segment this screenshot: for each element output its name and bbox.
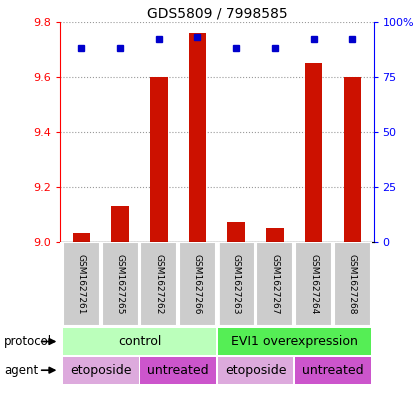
FancyBboxPatch shape bbox=[295, 242, 332, 326]
Text: protocol: protocol bbox=[4, 335, 52, 348]
Bar bbox=[189, 33, 206, 242]
FancyBboxPatch shape bbox=[140, 356, 216, 384]
FancyBboxPatch shape bbox=[217, 356, 293, 384]
FancyBboxPatch shape bbox=[334, 242, 371, 326]
Text: GSM1627267: GSM1627267 bbox=[270, 254, 279, 314]
Bar bbox=[305, 63, 322, 242]
Bar bbox=[112, 206, 129, 242]
FancyBboxPatch shape bbox=[295, 356, 371, 384]
Text: GSM1627263: GSM1627263 bbox=[232, 254, 241, 314]
FancyBboxPatch shape bbox=[60, 242, 370, 326]
Text: GSM1627268: GSM1627268 bbox=[348, 254, 357, 314]
Bar bbox=[344, 77, 361, 242]
Bar bbox=[150, 77, 168, 242]
Text: etoposide: etoposide bbox=[70, 364, 132, 377]
Text: agent: agent bbox=[4, 364, 39, 377]
Text: GSM1627266: GSM1627266 bbox=[193, 254, 202, 314]
Bar bbox=[227, 222, 245, 242]
FancyBboxPatch shape bbox=[63, 242, 100, 326]
FancyBboxPatch shape bbox=[179, 242, 216, 326]
FancyBboxPatch shape bbox=[217, 328, 371, 355]
FancyBboxPatch shape bbox=[63, 356, 139, 384]
FancyBboxPatch shape bbox=[256, 242, 293, 326]
FancyBboxPatch shape bbox=[217, 242, 255, 326]
Text: GSM1627261: GSM1627261 bbox=[77, 254, 86, 314]
Text: untreated: untreated bbox=[302, 364, 364, 377]
Text: GSM1627264: GSM1627264 bbox=[309, 254, 318, 314]
FancyBboxPatch shape bbox=[102, 242, 139, 326]
FancyBboxPatch shape bbox=[63, 328, 216, 355]
Text: GSM1627265: GSM1627265 bbox=[116, 254, 124, 314]
Text: GSM1627262: GSM1627262 bbox=[154, 254, 164, 314]
Text: etoposide: etoposide bbox=[225, 364, 286, 377]
Title: GDS5809 / 7998585: GDS5809 / 7998585 bbox=[146, 6, 287, 20]
FancyBboxPatch shape bbox=[140, 242, 177, 326]
Text: control: control bbox=[118, 335, 161, 348]
Text: untreated: untreated bbox=[147, 364, 209, 377]
Bar bbox=[73, 233, 90, 242]
Bar bbox=[266, 228, 283, 242]
Text: EVI1 overexpression: EVI1 overexpression bbox=[231, 335, 358, 348]
